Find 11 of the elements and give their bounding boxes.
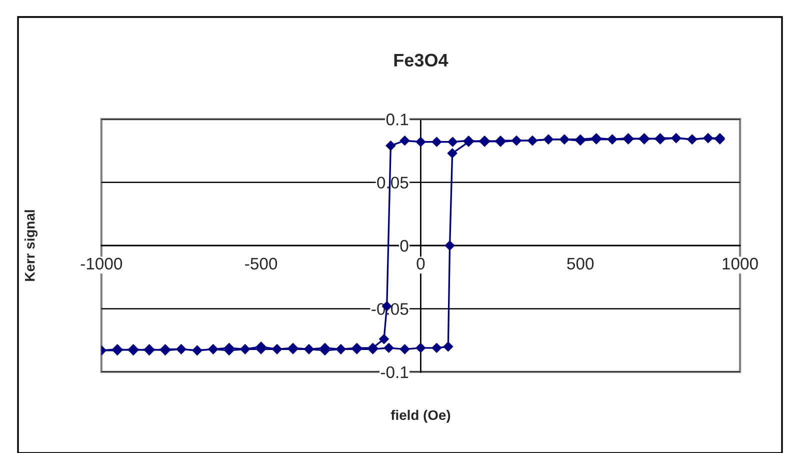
y-tick-label: 0.1 [386,114,408,126]
y-tick-label: 0 [400,240,408,252]
y-axis-title: Kerr signal [24,210,38,281]
x-tick-label: -500 [245,258,278,270]
x-axis-title: field (Oe) [390,410,450,423]
x-tick-label: 0 [416,258,425,270]
x-tick-label: 500 [567,258,594,270]
y-tick-label: -0.1 [380,366,408,378]
chart-title: Fe3O4 [394,54,448,67]
x-tick-label: 1000 [722,258,758,270]
x-tick-label: -1000 [80,258,122,270]
